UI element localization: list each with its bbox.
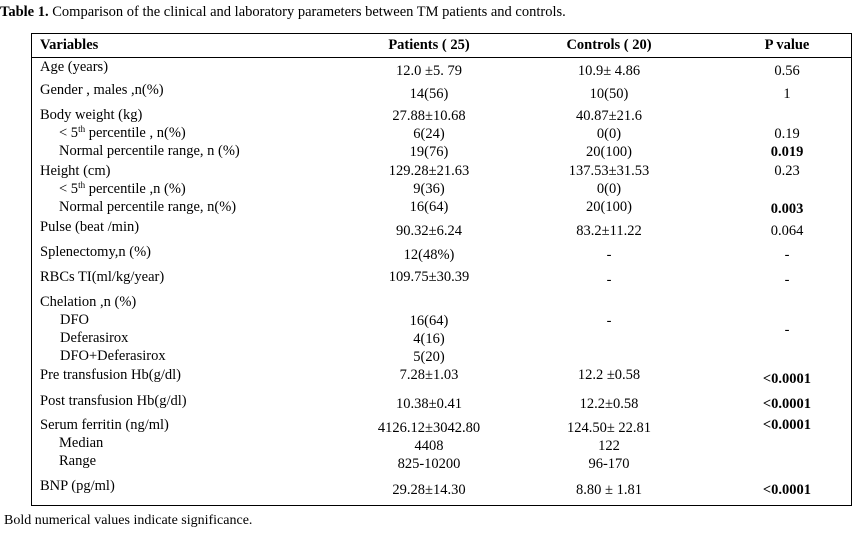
cell-controls: 10.9± 4.86 (577, 63, 641, 79)
cell-controls: 40.87±21.6 (576, 108, 642, 124)
comparison-table: Variables Patients ( 25) Controls ( 20) … (31, 33, 852, 506)
cell-patients: 4408 (414, 438, 444, 454)
cell-patients: 19(76) (409, 144, 449, 160)
cell-pvalue: 0.23 (774, 163, 800, 179)
row-label: Height (cm) (40, 163, 111, 179)
cell-patients: 29.28±14.30 (392, 482, 466, 498)
row-label: DFO (60, 312, 90, 328)
cell-controls: 96-170 (588, 456, 630, 472)
header-pvalue: P value (764, 37, 810, 53)
row-label: BNP (pg/ml) (40, 478, 115, 494)
cell-controls: 20(100) (586, 199, 632, 215)
cell-pvalue: 0.19 (774, 126, 800, 142)
cell-patients: 10.38±0.41 (396, 396, 462, 412)
cell-pvalue: 0.019 (770, 144, 804, 160)
cell-pvalue: - (784, 272, 790, 288)
row-label: < 5th percentile , n(%) (59, 124, 186, 142)
row-label: Normal percentile range, n(%) (59, 199, 237, 215)
cell-pvalue: <0.0001 (762, 396, 812, 412)
cell-pvalue: - (784, 247, 790, 263)
row-label: Normal percentile range, n (%) (59, 143, 240, 159)
row-label: Pre transfusion Hb(g/dl) (40, 367, 181, 383)
table-footnote: Bold numerical values indicate significa… (4, 513, 253, 528)
cell-patients: 129.28±21.63 (388, 163, 470, 179)
cell-pvalue: - (784, 322, 790, 338)
row-label: DFO+Deferasirox (60, 348, 166, 364)
cell-patients: 27.88±10.68 (392, 108, 466, 124)
cell-patients: 14(56) (409, 86, 449, 102)
cell-controls: 12.2±0.58 (579, 396, 639, 412)
row-label: < 5th percentile ,n (%) (59, 180, 186, 198)
row-label: Range (59, 453, 97, 469)
cell-patients: 90.32±6.24 (396, 223, 462, 239)
cell-controls: - (606, 313, 612, 329)
cell-pvalue: <0.0001 (762, 417, 812, 433)
row-label: Serum ferritin (ng/ml) (40, 417, 169, 433)
table-caption-label: Table 1. (0, 4, 49, 20)
row-label: Body weight (kg) (40, 107, 143, 123)
cell-controls: - (606, 272, 612, 288)
cell-pvalue: <0.0001 (762, 482, 812, 498)
cell-controls: 12.2 ±0.58 (577, 367, 641, 383)
header-patients: Patients ( 25) (388, 37, 470, 53)
cell-patients: 4126.12±3042.80 (377, 420, 481, 436)
cell-controls: 0(0) (596, 126, 622, 142)
row-label: RBCs TI(ml/kg/year) (40, 269, 165, 285)
cell-patients: 825-10200 (397, 456, 461, 472)
cell-patients: 5(20) (413, 349, 445, 365)
cell-patients: 9(36) (413, 181, 445, 197)
table-header-row: Variables Patients ( 25) Controls ( 20) … (32, 34, 851, 58)
cell-controls: 0(0) (596, 181, 622, 197)
cell-pvalue: 0.56 (774, 63, 800, 79)
row-label: Age (years) (40, 59, 109, 75)
row-label: Chelation ,n (%) (40, 294, 137, 310)
header-variables: Variables (40, 37, 99, 53)
row-label: Median (59, 435, 104, 451)
table-caption-text: Comparison of the clinical and laborator… (48, 4, 566, 20)
cell-controls: 8.80 ± 1.81 (576, 482, 642, 498)
cell-controls: 124.50± 22.81 (566, 420, 652, 436)
cell-controls: 122 (598, 438, 620, 454)
row-label: Gender , males ,n(%) (40, 82, 164, 98)
cell-controls: 83.2±11.22 (576, 223, 642, 239)
header-controls: Controls ( 20) (566, 37, 652, 53)
row-label: Splenectomy,n (%) (40, 244, 152, 260)
cell-controls: 20(100) (586, 144, 632, 160)
cell-controls: - (606, 247, 612, 263)
cell-patients: 6(24) (413, 126, 445, 142)
cell-pvalue: 1 (783, 86, 791, 102)
cell-patients: 7.28±1.03 (399, 367, 459, 383)
cell-controls: 137.53±31.53 (568, 163, 650, 179)
cell-patients: 12.0 ±5. 79 (396, 63, 462, 79)
cell-patients: 16(64) (409, 199, 449, 215)
row-label: Pulse (beat /min) (40, 219, 140, 235)
cell-patients: 16(64) (409, 313, 449, 329)
cell-pvalue: 0.003 (770, 201, 804, 217)
cell-patients: 12(48%) (403, 247, 455, 263)
cell-pvalue: 0.064 (770, 223, 804, 239)
row-label: Post transfusion Hb(g/dl) (40, 393, 187, 409)
cell-patients: 109.75±30.39 (388, 269, 470, 285)
cell-controls: 10(50) (589, 86, 629, 102)
cell-patients: 4(16) (413, 331, 445, 347)
table-caption: Table 1. Comparison of the clinical and … (0, 4, 566, 21)
row-label: Deferasirox (60, 330, 129, 346)
cell-pvalue: <0.0001 (762, 371, 812, 387)
